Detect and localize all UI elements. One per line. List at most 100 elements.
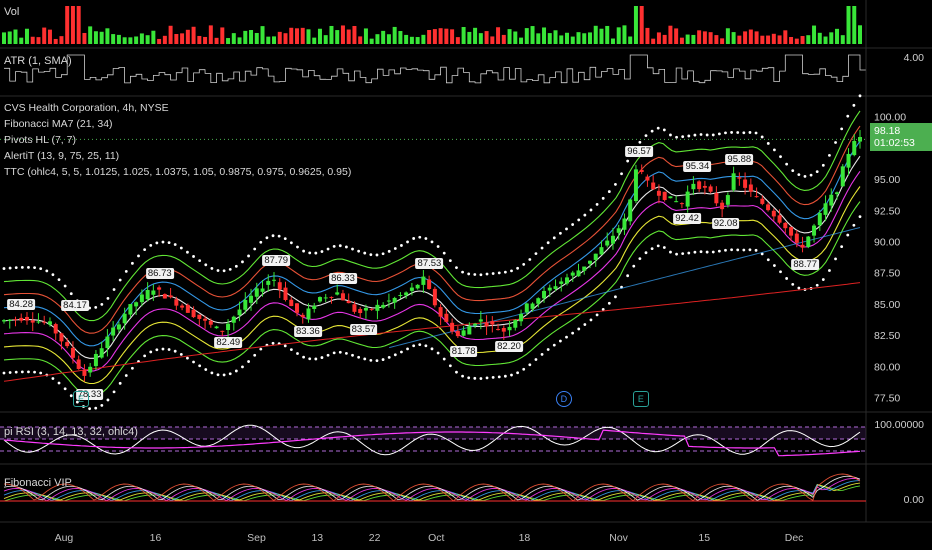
volume-bar xyxy=(421,34,426,44)
candle-body xyxy=(794,233,799,243)
band-lower-dots xyxy=(510,373,513,377)
band-upper-dots xyxy=(491,272,495,275)
candle-body xyxy=(151,290,156,295)
band-upper-dots xyxy=(601,196,605,200)
volume-bar xyxy=(226,38,231,44)
dividend-event-marker[interactable]: D xyxy=(555,391,572,407)
pivot-label: 95.88 xyxy=(725,154,754,166)
candle-body xyxy=(668,196,673,199)
volume-bar xyxy=(289,27,294,44)
band-upper-dots xyxy=(173,243,177,246)
candle-body xyxy=(852,140,857,156)
band-upper-dots xyxy=(705,133,709,137)
band-lower-dots xyxy=(94,406,98,410)
band-lower-dots xyxy=(834,257,837,261)
candle-body xyxy=(743,179,748,188)
candle-body xyxy=(191,309,196,318)
band-lower-dots xyxy=(222,373,226,377)
candle-body xyxy=(36,321,41,323)
candle-body xyxy=(467,326,472,335)
candle-body xyxy=(214,326,219,329)
band-upper-dots xyxy=(834,141,837,144)
volume-bar xyxy=(593,25,598,44)
band-lower-dots xyxy=(815,283,819,287)
candle-body xyxy=(203,318,208,321)
volume-bar xyxy=(277,31,282,44)
band-lower-dots xyxy=(797,286,801,290)
band-upper-dots xyxy=(620,172,623,176)
band-upper-dots xyxy=(858,94,862,98)
earnings-event-marker[interactable]: E xyxy=(73,391,90,407)
band-upper-dots xyxy=(33,266,36,270)
candle-body xyxy=(771,210,776,217)
candle-body xyxy=(616,228,621,233)
band-upper-3 xyxy=(3,110,861,322)
band-upper-dots xyxy=(137,254,140,258)
pivot-label: 88.77 xyxy=(791,258,820,270)
volume-bar xyxy=(392,26,397,44)
candle-body xyxy=(260,288,265,292)
candle-body xyxy=(7,319,12,321)
earnings-event-marker[interactable]: E xyxy=(632,391,649,407)
band-lower-dots xyxy=(179,352,183,356)
band-upper-dots xyxy=(381,252,385,256)
volume-bar xyxy=(260,26,265,44)
band-lower-dots xyxy=(632,264,636,268)
volume-bar xyxy=(559,35,564,44)
band-lower-dots xyxy=(748,248,752,252)
band-upper-dots xyxy=(27,265,30,269)
band-lower-dots xyxy=(669,250,672,254)
volume-bar xyxy=(662,34,667,44)
volume-bar xyxy=(398,31,403,44)
candle-body xyxy=(427,279,432,290)
band-upper-dots xyxy=(479,273,483,277)
volume-bar xyxy=(134,36,139,44)
candle-body xyxy=(725,195,730,205)
band-lower-dots xyxy=(88,407,91,411)
band-lower-dots xyxy=(595,313,599,317)
candle-body xyxy=(352,304,357,312)
indicator-legend-0[interactable]: Fibonacci MA7 (21, 34) xyxy=(4,118,113,130)
candle-body xyxy=(415,284,420,289)
band-lower-dots xyxy=(363,357,367,361)
candle-body xyxy=(340,293,345,301)
candle-body xyxy=(691,183,696,190)
volume-bar xyxy=(168,25,173,44)
candle-body xyxy=(168,295,173,298)
candle-body xyxy=(478,319,483,322)
volume-bar xyxy=(151,30,156,44)
band-lower-dots xyxy=(351,353,354,357)
volume-bar xyxy=(300,27,305,44)
band-lower-dots xyxy=(173,349,177,353)
symbol-title[interactable]: CVS Health Corporation, 4h, NYSE xyxy=(4,102,169,114)
candle-body xyxy=(737,177,742,179)
volume-bar xyxy=(409,36,414,44)
band-lower-dots xyxy=(448,364,452,368)
indicator-legend-3[interactable]: TTC (ohlc4, 5, 5, 1.0125, 1.025, 1.0375,… xyxy=(4,166,352,178)
indicator-legend-2[interactable]: AlertiT (13, 9, 75, 25, 11) xyxy=(4,150,120,162)
band-upper-dots xyxy=(534,252,538,256)
price-tick-label: 85.00 xyxy=(874,299,900,311)
volume-bar xyxy=(651,38,656,44)
volume-bar xyxy=(111,34,116,44)
price-tick-label: 100.00 xyxy=(874,112,906,124)
candle-body xyxy=(381,304,386,308)
band-upper-dots xyxy=(540,246,544,250)
volume-bar xyxy=(185,29,190,44)
volume-bar xyxy=(754,31,759,44)
band-upper-dots xyxy=(296,245,299,249)
band-upper-dots xyxy=(773,148,776,152)
volume-bar xyxy=(697,30,702,44)
candle-body xyxy=(266,280,271,285)
time-tick-label: Sep xyxy=(247,532,266,544)
volume-bar xyxy=(283,33,288,44)
band-lower-dots xyxy=(828,269,831,272)
band-upper-dots xyxy=(583,213,587,217)
indicator-legend-1[interactable]: Pivots HL (7, 7) xyxy=(4,134,76,146)
pivot-label: 82.49 xyxy=(214,337,243,349)
volume-bar xyxy=(266,36,271,44)
band-lower-dots xyxy=(565,335,568,339)
candle-body xyxy=(122,313,127,324)
band-lower-dots xyxy=(106,398,110,402)
